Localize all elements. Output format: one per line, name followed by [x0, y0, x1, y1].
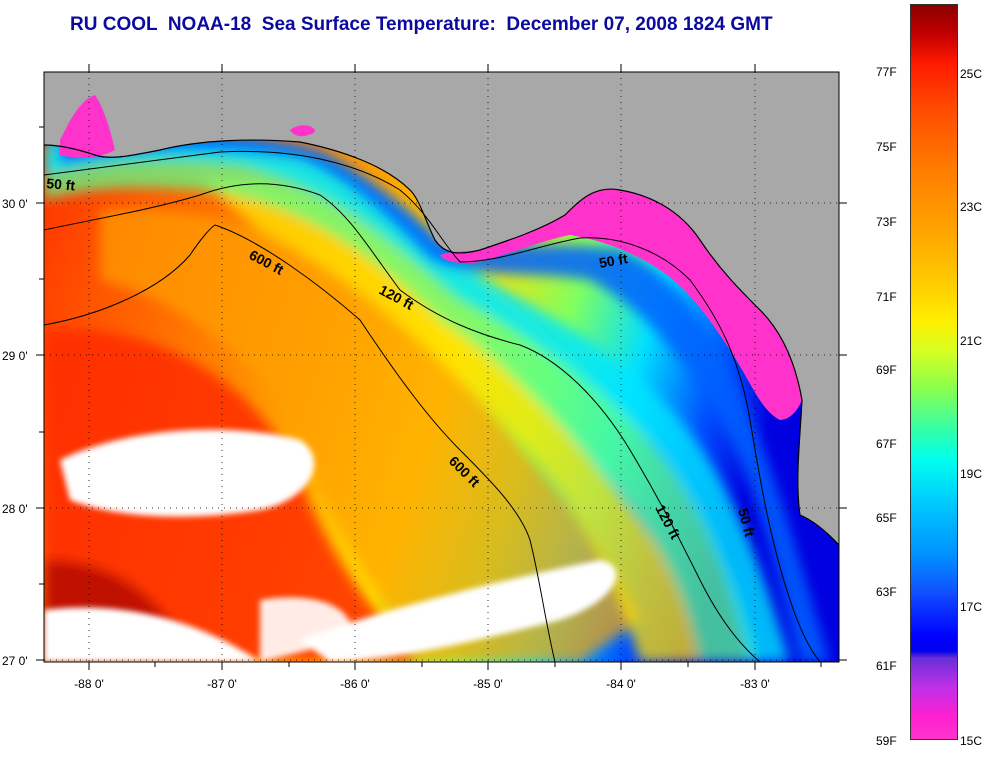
colorbar-c-label: 17C [960, 600, 983, 614]
x-tick-label: -83 0' [740, 677, 770, 691]
temperature-colorbar [910, 4, 958, 740]
colorbar-c-label: 25C [960, 67, 983, 81]
cloud-cover [44, 429, 617, 662]
bay-cold-water-2 [290, 125, 315, 137]
bay-cold-water [60, 95, 115, 158]
nearshore-cold-water [440, 189, 802, 420]
colorbar-f-label: 77F [876, 65, 897, 79]
land-mass [44, 72, 839, 545]
colorbar-c-label: 23C [960, 200, 983, 214]
colorbar-f-label: 67F [876, 437, 897, 451]
x-tick-label: -88 0' [74, 677, 104, 691]
colorbar-f-label: 73F [876, 215, 897, 229]
colorbar-f-label: 75F [876, 140, 897, 154]
map-title: RU COOL NOAA-18 Sea Surface Temperature:… [70, 14, 773, 35]
sst-map-svg: 50 ft 600 ft 120 ft 50 ft 600 ft 120 ft … [2, 64, 847, 691]
y-tick-label: 27 0' [2, 654, 28, 668]
colorbar-f-label: 71F [876, 290, 897, 304]
x-tick-label: -84 0' [606, 677, 636, 691]
contour-600ft [44, 224, 556, 662]
y-tick-label: 28 0' [2, 502, 28, 516]
y-tick-label: 30 0' [2, 197, 28, 211]
contour-label-50ft-bigbend: 50 ft [598, 250, 629, 271]
graticule [44, 72, 839, 662]
x-tick-label: -85 0' [473, 677, 503, 691]
contour-label-50ft-south: 50 ft [735, 507, 758, 539]
colorbar-c-label: 19C [960, 467, 983, 481]
contour-50ft [44, 150, 821, 662]
colorbar-c-label: 21C [960, 334, 983, 348]
contour-label-50ft-west: 50 ft [46, 175, 76, 193]
colorbar-f-label: 59F [876, 734, 897, 748]
map-frame [43, 71, 840, 663]
x-tick-label: -86 0' [340, 677, 370, 691]
colorbar-f-label: 69F [876, 363, 897, 377]
sst-map: 50 ft 600 ft 120 ft 50 ft 600 ft 120 ft … [2, 64, 847, 691]
coastline [44, 139, 839, 546]
colorbar-f-label: 61F [876, 659, 897, 673]
tick-marks [36, 64, 847, 670]
map-plot-area: 50 ft 600 ft 120 ft 50 ft 600 ft 120 ft … [44, 72, 839, 662]
colorbar-c-label: 15C [960, 734, 983, 748]
colorbar-f-label: 65F [876, 511, 897, 525]
y-tick-label: 29 0' [2, 349, 28, 363]
x-tick-label: -87 0' [207, 677, 237, 691]
colorbar-f-label: 63F [876, 585, 897, 599]
contour-120ft [44, 183, 761, 662]
